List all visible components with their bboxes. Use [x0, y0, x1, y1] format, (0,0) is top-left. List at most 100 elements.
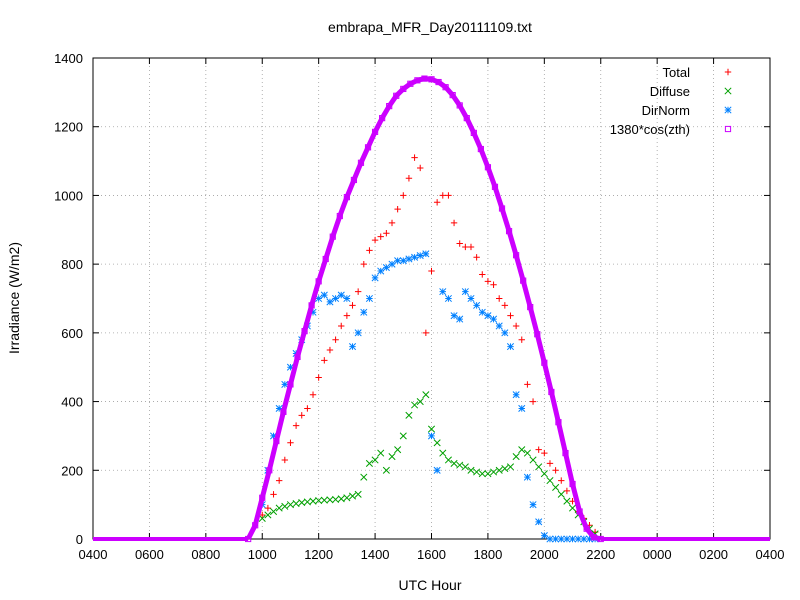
data-point	[264, 504, 272, 512]
data-point	[428, 76, 435, 83]
data-point	[320, 291, 328, 299]
data-point	[518, 336, 525, 343]
data-point	[433, 199, 441, 206]
data-point	[349, 302, 356, 309]
data-point	[552, 467, 559, 474]
data-point	[273, 437, 280, 445]
data-point	[546, 460, 554, 467]
data-point	[590, 534, 597, 541]
data-point	[298, 412, 305, 419]
data-point	[456, 102, 463, 109]
data-point	[540, 470, 548, 478]
data-point	[490, 315, 498, 323]
data-point	[467, 294, 475, 303]
data-point	[309, 391, 317, 398]
data-point	[388, 452, 396, 461]
x-tick-label: 1600	[417, 547, 446, 562]
data-point	[405, 255, 413, 263]
data-point	[286, 363, 295, 371]
data-point	[512, 322, 520, 330]
data-point	[399, 257, 407, 265]
data-point	[245, 535, 252, 543]
data-point	[388, 260, 396, 268]
data-point	[574, 535, 582, 543]
data-point	[491, 183, 499, 190]
data-point	[377, 233, 384, 240]
data-point	[512, 391, 520, 399]
axis-ticks: 0400 0600 0800 1000 1200 1400 1600 1800 2000 2200…	[54, 51, 784, 562]
data-point	[315, 496, 323, 505]
x-axis-label: UTC Hour	[398, 577, 461, 593]
data-point	[258, 514, 266, 522]
y-tick-label: 800	[61, 257, 83, 272]
data-point	[470, 129, 477, 136]
data-point	[585, 535, 594, 543]
data-point	[315, 294, 323, 303]
data-point	[371, 128, 379, 135]
data-point	[321, 357, 328, 364]
legend-marker	[724, 68, 732, 76]
data-point	[490, 468, 498, 476]
data-point	[377, 449, 385, 457]
data-point	[512, 452, 520, 461]
data-point	[463, 115, 470, 122]
data-point	[444, 456, 452, 464]
data-point	[529, 456, 537, 464]
data-point	[563, 535, 571, 543]
data-point	[495, 466, 503, 474]
data-point	[557, 535, 565, 543]
data-point	[484, 278, 492, 285]
data-point	[405, 411, 413, 419]
x-tick-label: 2200	[586, 547, 615, 562]
data-point	[292, 422, 300, 429]
data-point	[281, 380, 289, 388]
y-tick-label: 1000	[54, 188, 83, 203]
data-point	[490, 281, 497, 288]
data-point	[329, 233, 336, 240]
data-point	[405, 175, 413, 182]
series-layer	[93, 75, 770, 543]
data-point	[461, 463, 469, 471]
data-point	[427, 425, 436, 433]
data-point	[501, 302, 509, 309]
chart-title: embrapa_MFR_Day20111109.txt	[328, 19, 532, 35]
data-point	[555, 419, 562, 426]
data-point	[439, 288, 447, 296]
gridlines	[93, 58, 770, 539]
legend-label: Diffuse	[650, 84, 690, 99]
data-point	[266, 467, 273, 474]
data-point	[580, 535, 588, 543]
data-point	[433, 439, 441, 447]
data-point	[506, 463, 515, 471]
data-point	[535, 518, 543, 526]
x-tick-label: 0600	[135, 547, 164, 562]
data-point	[394, 205, 401, 213]
data-point	[264, 511, 272, 519]
y-tick-label: 0	[76, 532, 83, 547]
data-point	[252, 522, 259, 529]
data-point	[445, 192, 452, 199]
x-tick-label: 1000	[248, 547, 277, 562]
data-point	[287, 439, 294, 446]
data-point	[416, 252, 424, 260]
data-point	[377, 267, 385, 275]
data-point	[450, 219, 458, 227]
data-point	[360, 260, 367, 268]
data-point	[473, 468, 481, 476]
data-point	[496, 295, 503, 302]
data-point	[270, 491, 277, 498]
data-point	[422, 250, 430, 258]
x-tick-label: 0800	[191, 547, 220, 562]
data-point	[540, 532, 548, 540]
data-point	[417, 164, 424, 172]
data-point	[421, 75, 428, 82]
data-point	[343, 312, 351, 319]
series-1	[258, 391, 599, 538]
y-tick-label: 600	[61, 326, 83, 341]
data-point	[269, 432, 278, 440]
data-point	[435, 78, 442, 86]
data-point	[477, 145, 484, 153]
data-point	[309, 308, 317, 316]
data-point	[259, 494, 266, 501]
data-point	[498, 205, 506, 212]
